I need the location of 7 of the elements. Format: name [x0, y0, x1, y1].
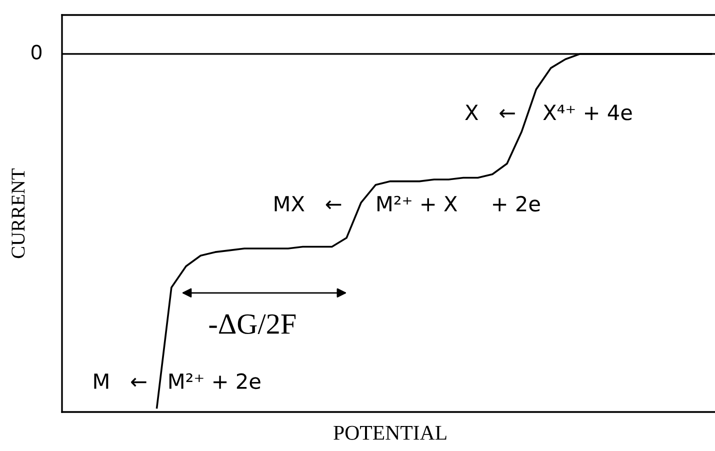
annotation: -ΔG/2F	[209, 314, 296, 334]
x-axis-title: POTENTIAL	[334, 426, 446, 440]
ref-line-label: 0	[32, 44, 42, 60]
y-axis-title: CURRENT	[12, 168, 25, 258]
annotation: X ← X⁴⁺ + 4e	[465, 104, 632, 120]
annotation: MX ← M²⁺ + X + 2e	[274, 196, 540, 212]
annotation: M ← M²⁺ + 2e	[94, 373, 260, 390]
